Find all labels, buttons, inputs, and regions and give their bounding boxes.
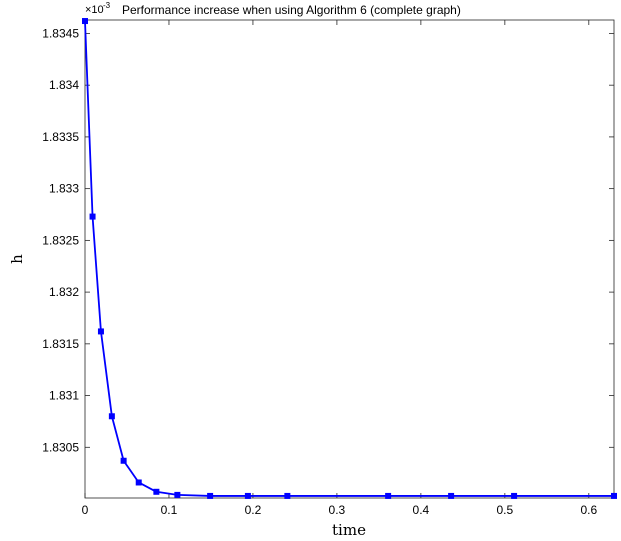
y-tick-label: 1.8325 bbox=[42, 233, 79, 247]
y-tick-label: 1.833 bbox=[49, 182, 79, 196]
x-tick-label: 0.6 bbox=[580, 503, 597, 517]
y-tick-label: 1.8345 bbox=[42, 26, 79, 40]
data-point bbox=[611, 492, 617, 499]
data-point bbox=[385, 492, 392, 499]
data-point bbox=[174, 491, 181, 498]
y-tick-label: 1.8305 bbox=[42, 440, 79, 454]
x-axis-label: time bbox=[332, 521, 366, 539]
y-exponent-base: ×10 bbox=[85, 4, 104, 16]
y-tick-label: 1.832 bbox=[49, 285, 79, 299]
y-tick-label: 1.8315 bbox=[42, 337, 79, 351]
data-point bbox=[89, 213, 96, 220]
data-point bbox=[108, 413, 115, 420]
axis-tick-labels: 0 0.1 0.2 0.3 0.4 0.5 0.6 1.8305 1.831 1.8315 1.83… bbox=[42, 26, 597, 517]
data-point bbox=[82, 18, 88, 25]
data-point bbox=[284, 492, 291, 499]
plot-area bbox=[84, 19, 615, 499]
data-point bbox=[120, 457, 127, 464]
y-axis-label: h bbox=[8, 254, 26, 264]
x-tick-label: 0 bbox=[82, 503, 89, 517]
x-tick-label: 0.1 bbox=[161, 503, 178, 517]
data-point bbox=[135, 479, 142, 486]
y-tick-label: 1.834 bbox=[49, 78, 79, 92]
y-tick-label: 1.831 bbox=[49, 389, 79, 403]
x-tick-label: 0.3 bbox=[329, 503, 346, 517]
data-point bbox=[448, 492, 455, 499]
data-point bbox=[207, 492, 214, 499]
y-exponent-power: -3 bbox=[103, 1, 111, 10]
chart-title: Performance increase when using Algorith… bbox=[122, 3, 461, 17]
data-point bbox=[97, 328, 104, 335]
data-point bbox=[511, 492, 518, 499]
y-tick-label: 1.8335 bbox=[42, 130, 79, 144]
x-tick-label: 0.5 bbox=[496, 503, 513, 517]
x-tick-label: 0.4 bbox=[413, 503, 430, 517]
data-point bbox=[244, 492, 251, 499]
x-tick-label: 0.2 bbox=[245, 503, 262, 517]
data-point bbox=[153, 488, 160, 495]
series-layer bbox=[82, 18, 617, 499]
